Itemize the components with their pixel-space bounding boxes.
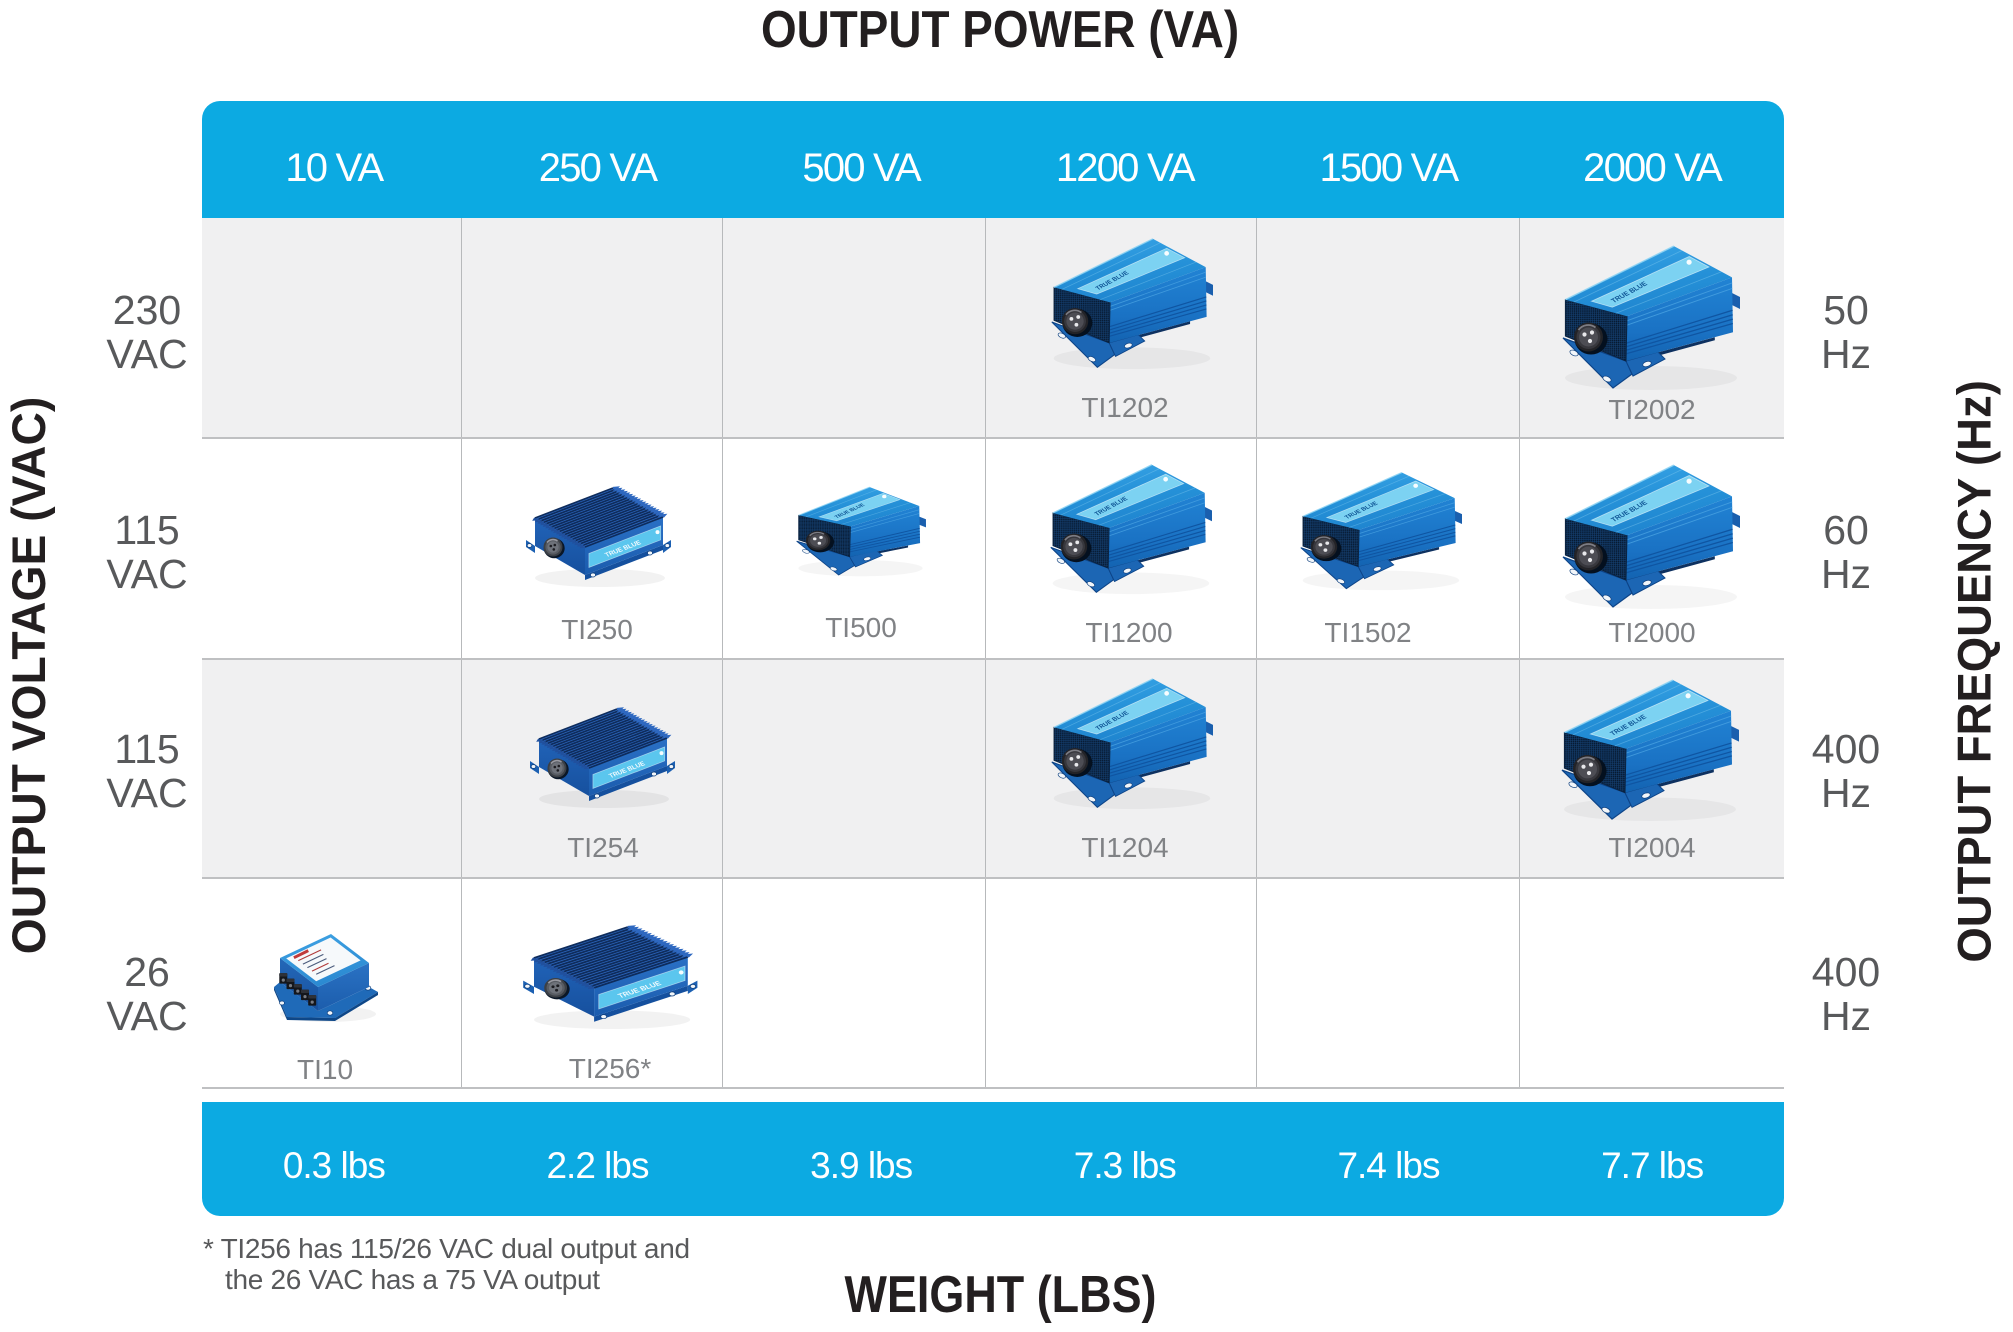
svg-text:TRUE BLUE: TRUE BLUE xyxy=(1610,500,1649,524)
svg-text:TRUE BLUE: TRUE BLUE xyxy=(616,979,663,999)
svg-text:TRUE BLUE: TRUE BLUE xyxy=(834,503,867,520)
svg-text:TRUE BLUE: TRUE BLUE xyxy=(604,539,643,558)
svg-text:TRUE BLUE: TRUE BLUE xyxy=(1093,496,1129,518)
svg-text:TRUE BLUE: TRUE BLUE xyxy=(1343,501,1379,521)
